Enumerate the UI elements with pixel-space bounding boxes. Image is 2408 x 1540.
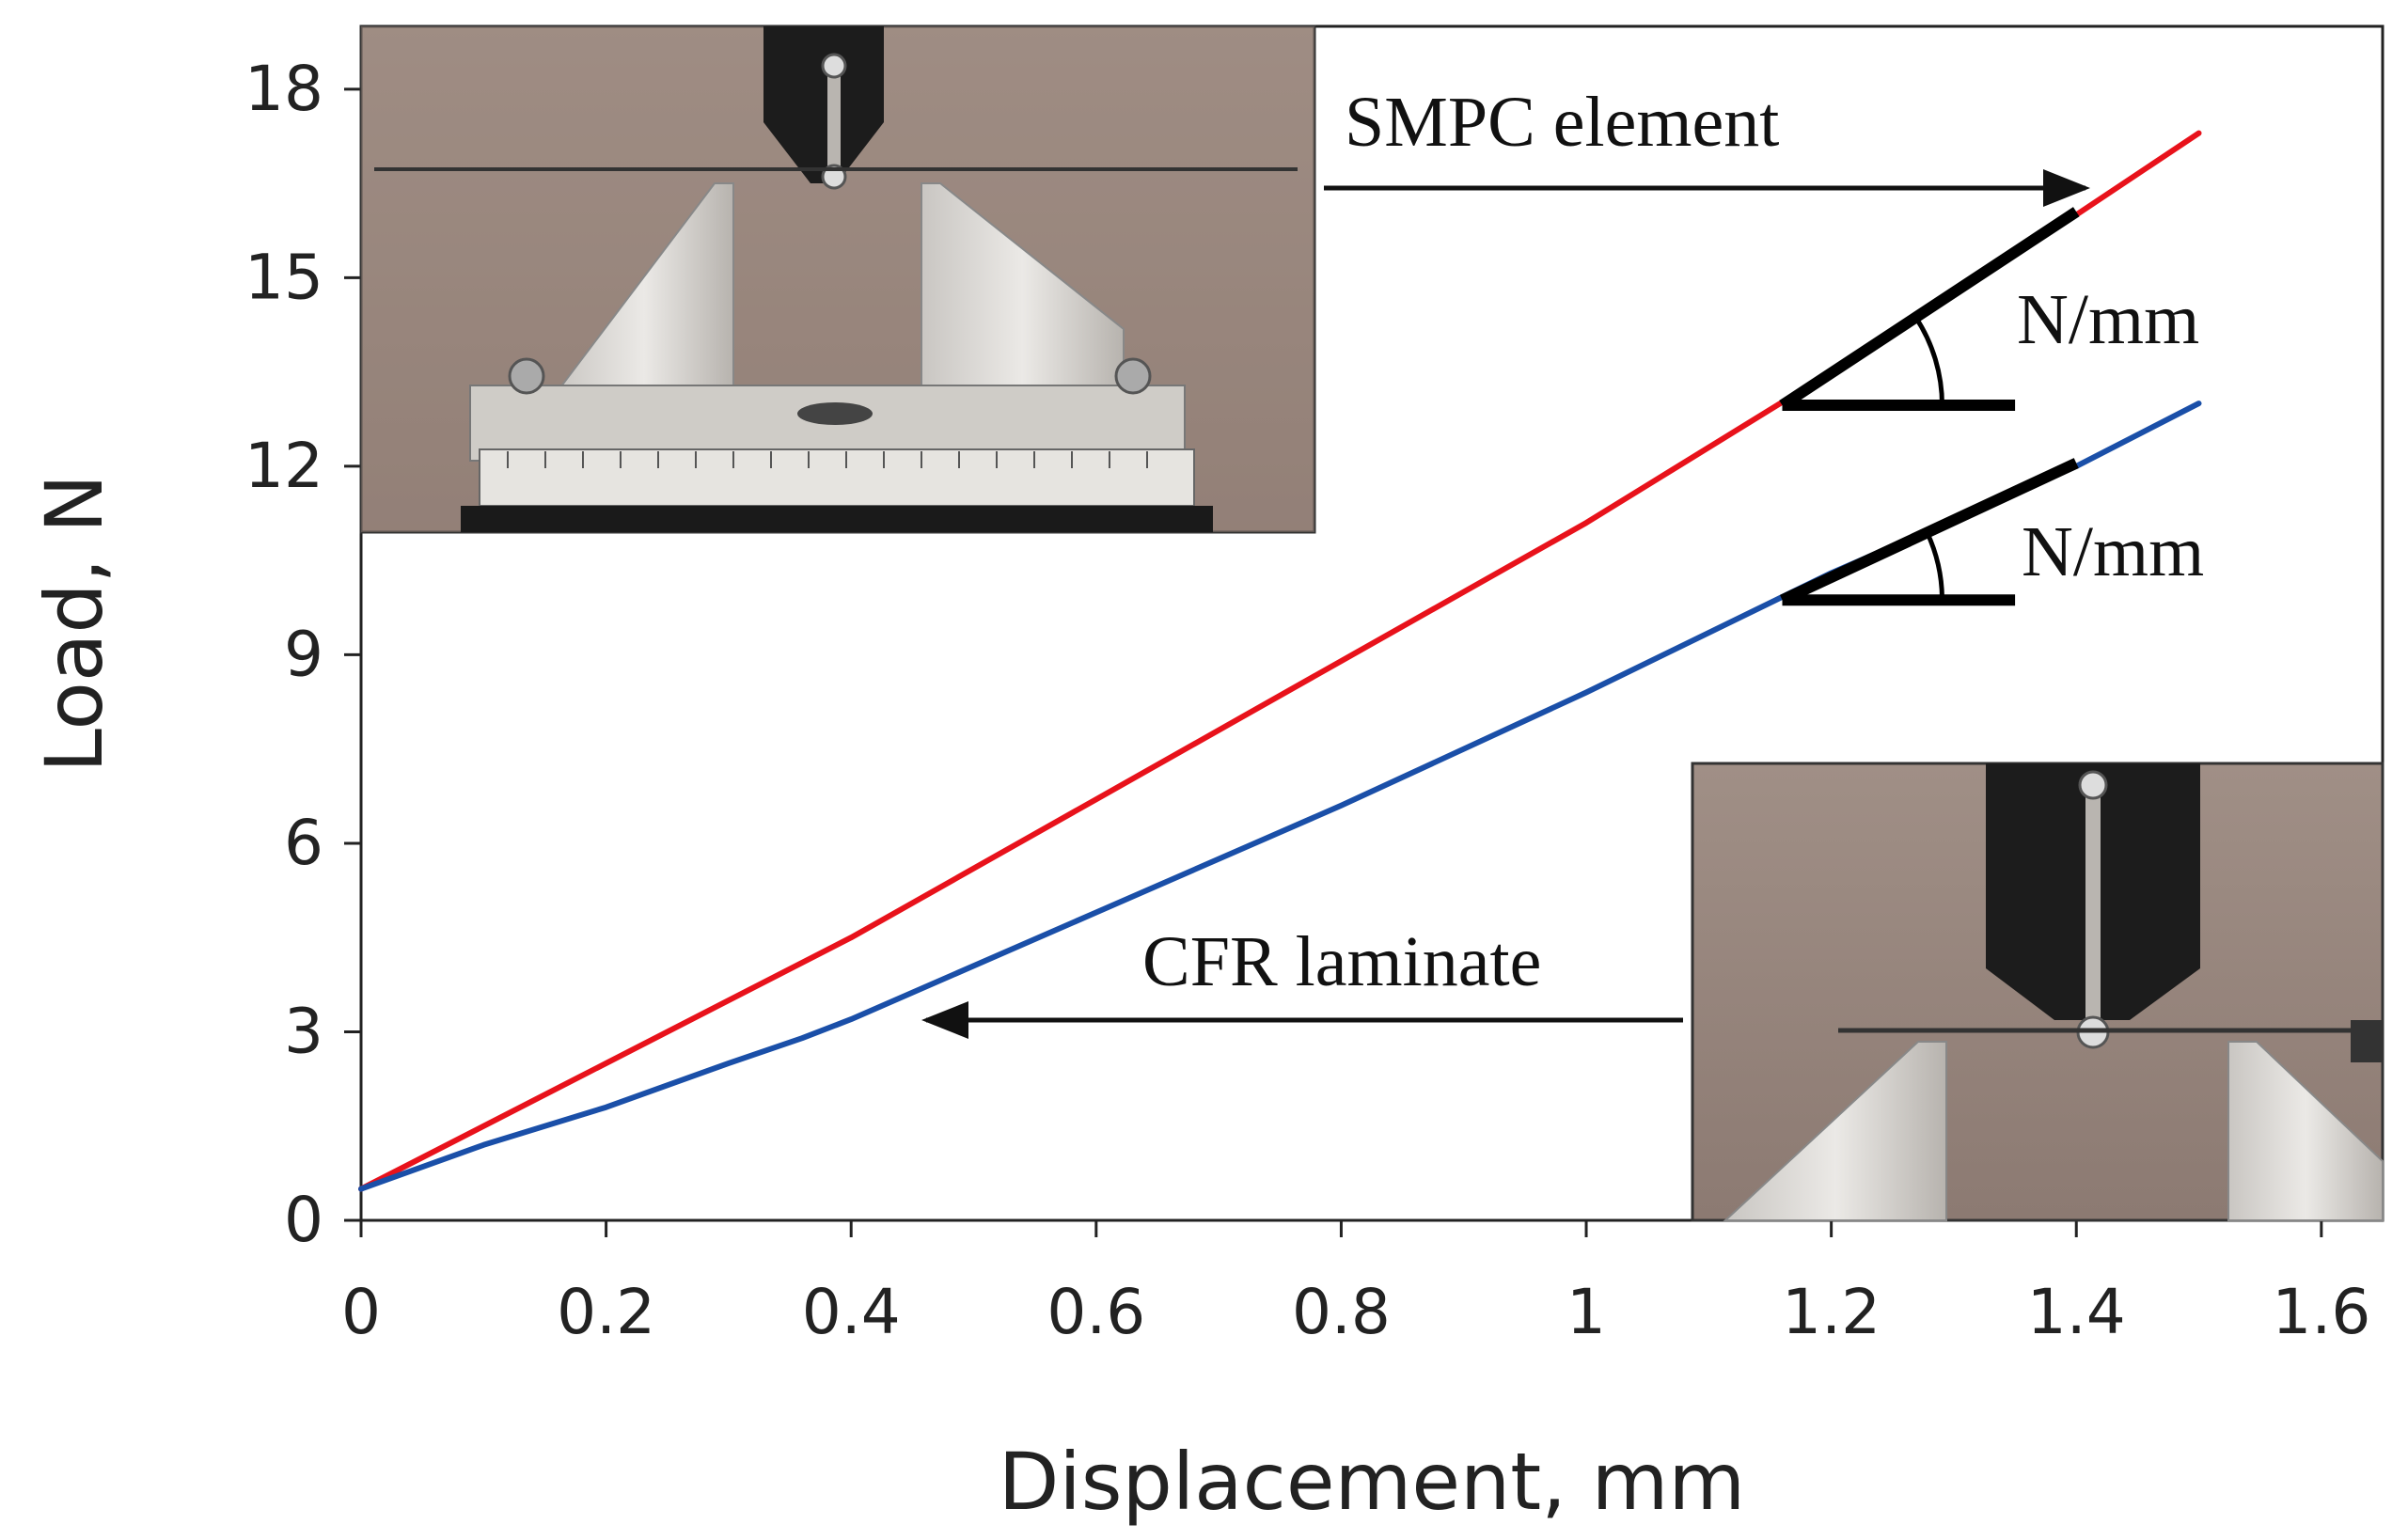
x-tick-label: 0.8 [1292,1276,1391,1348]
y-tick-label: 6 [284,807,323,879]
cfr-annotation-label: CFR laminate [1142,922,1541,1001]
y-tick-label: 12 [244,430,323,502]
y-tick-label: 18 [244,53,323,125]
x-tick-label: 0.6 [1047,1276,1145,1348]
smpc-annotation-label: SMPC element [1345,83,1779,162]
x-tick-label: 0.4 [802,1276,901,1348]
y-tick-label: 0 [284,1184,323,1256]
cfr-slope-tangent [1779,458,2079,605]
x-axis-title: Displacement, mm [999,1436,1746,1528]
cfr-slope-arc [1925,531,1945,601]
y-tick-label: 3 [284,995,323,1067]
x-tick-label: 0 [341,1276,381,1348]
x-axis: 0 0.2 0.4 0.6 0.8 1 1.2 1.4 1.6 [341,1220,2370,1348]
slope-layer [1779,207,2080,606]
y-axis-title: Load, N [28,474,120,773]
smpc-slope-label: N/mm [2017,280,2199,359]
cfr-slope-label: N/mm [2022,512,2204,591]
smpc-slope-arc [1913,316,1945,406]
y-tick-label: 9 [284,618,323,690]
y-tick-label: 15 [244,241,323,313]
x-tick-label: 1.2 [1782,1276,1881,1348]
x-tick-label: 1.4 [2027,1276,2126,1348]
inset-photo-cfr [1691,762,2384,1222]
x-tick-label: 1.6 [2272,1276,2370,1348]
x-tick-label: 0.2 [557,1276,655,1348]
x-tick-label: 1 [1566,1276,1606,1348]
plot-frame [359,24,2384,1222]
y-axis: 0 3 6 9 12 15 18 [244,53,361,1256]
smpc-slope-tangent [1779,207,2080,411]
inset-photo-smpc [359,24,1316,534]
